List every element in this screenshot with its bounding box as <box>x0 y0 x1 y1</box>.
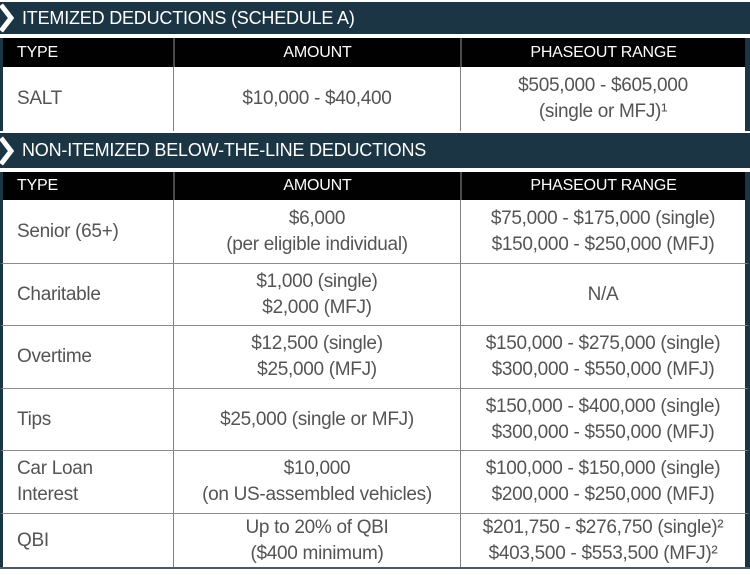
deduction-type: Car Loan Interest <box>17 458 93 505</box>
column-header-row-itemized: TYPE AMOUNT PHASEOUT RANGE <box>0 38 750 67</box>
column-header-row-non-itemized: TYPE AMOUNT PHASEOUT RANGE <box>0 172 750 200</box>
deduction-amount: $25,000 (single or MFJ) <box>173 389 460 450</box>
deduction-phaseout: $75,000 - $175,000 (single) $150,000 - $… <box>460 200 745 263</box>
table-row-qbi: QBI Up to 20% of QBI ($400 minimum) $201… <box>0 513 750 567</box>
table-row-charitable: Charitable $1,000 (single) $2,000 (MFJ) … <box>0 263 750 325</box>
table-row-salt: SALT $10,000 - $40,400 $505,000 - $605,0… <box>0 67 750 131</box>
column-header-type: TYPE <box>17 177 58 194</box>
top-margin <box>0 0 750 2</box>
deduction-phaseout: $100,000 - $150,000 (single) $200,000 - … <box>460 451 745 513</box>
deduction-type: QBI <box>17 529 49 551</box>
deduction-phaseout: $150,000 - $400,000 (single) $300,000 - … <box>460 389 745 450</box>
band-gap <box>0 34 750 38</box>
band-gap <box>0 168 750 172</box>
table-bottom-border <box>0 567 750 569</box>
deduction-phaseout: $201,750 - $276,750 (single)² $403,500 -… <box>460 514 745 567</box>
section-title-non-itemized: NON-ITEMIZED BELOW-THE-LINE DEDUCTIONS <box>22 140 427 160</box>
section-header-non-itemized: NON-ITEMIZED BELOW-THE-LINE DEDUCTIONS <box>0 133 750 168</box>
section-header-itemized: ITEMIZED DEDUCTIONS (SCHEDULE A) <box>0 2 750 34</box>
deduction-amount: Up to 20% of QBI ($400 minimum) <box>173 514 460 567</box>
deduction-type: Tips <box>17 408 51 430</box>
chevron-right-icon <box>0 3 14 33</box>
column-header-phaseout-range: PHASEOUT RANGE <box>460 38 745 67</box>
chevron-right-icon <box>0 135 14 166</box>
deduction-type: Charitable <box>17 283 101 305</box>
deduction-amount: $10,000 - $40,400 <box>173 67 460 131</box>
deduction-amount: $12,500 (single) $25,000 (MFJ) <box>173 326 460 388</box>
deduction-amount: $6,000 (per eligible individual) <box>173 200 460 263</box>
column-header-amount: AMOUNT <box>173 172 460 200</box>
deduction-amount: $1,000 (single) $2,000 (MFJ) <box>173 264 460 325</box>
table-row-senior: Senior (65+) $6,000 (per eligible indivi… <box>0 200 750 263</box>
table-row-car-loan-interest: Car Loan Interest $10,000 (on US-assembl… <box>0 450 750 513</box>
column-header-phaseout-range: PHASEOUT RANGE <box>460 172 745 200</box>
section-gap <box>0 131 750 133</box>
table-row-overtime: Overtime $12,500 (single) $25,000 (MFJ) … <box>0 325 750 388</box>
deduction-amount: $10,000 (on US-assembled vehicles) <box>173 451 460 513</box>
section-title-itemized: ITEMIZED DEDUCTIONS (SCHEDULE A) <box>22 7 355 28</box>
column-header-amount: AMOUNT <box>173 38 460 67</box>
deduction-phaseout: $150,000 - $275,000 (single) $300,000 - … <box>460 326 745 388</box>
deduction-phaseout: N/A <box>460 264 745 325</box>
deduction-phaseout: $505,000 - $605,000 (single or MFJ)¹ <box>460 67 745 131</box>
deduction-type: SALT <box>17 88 62 109</box>
table-row-tips: Tips $25,000 (single or MFJ) $150,000 - … <box>0 388 750 450</box>
deduction-type: Overtime <box>17 346 92 367</box>
column-header-type: TYPE <box>17 43 58 61</box>
deduction-type: Senior (65+) <box>17 220 119 242</box>
